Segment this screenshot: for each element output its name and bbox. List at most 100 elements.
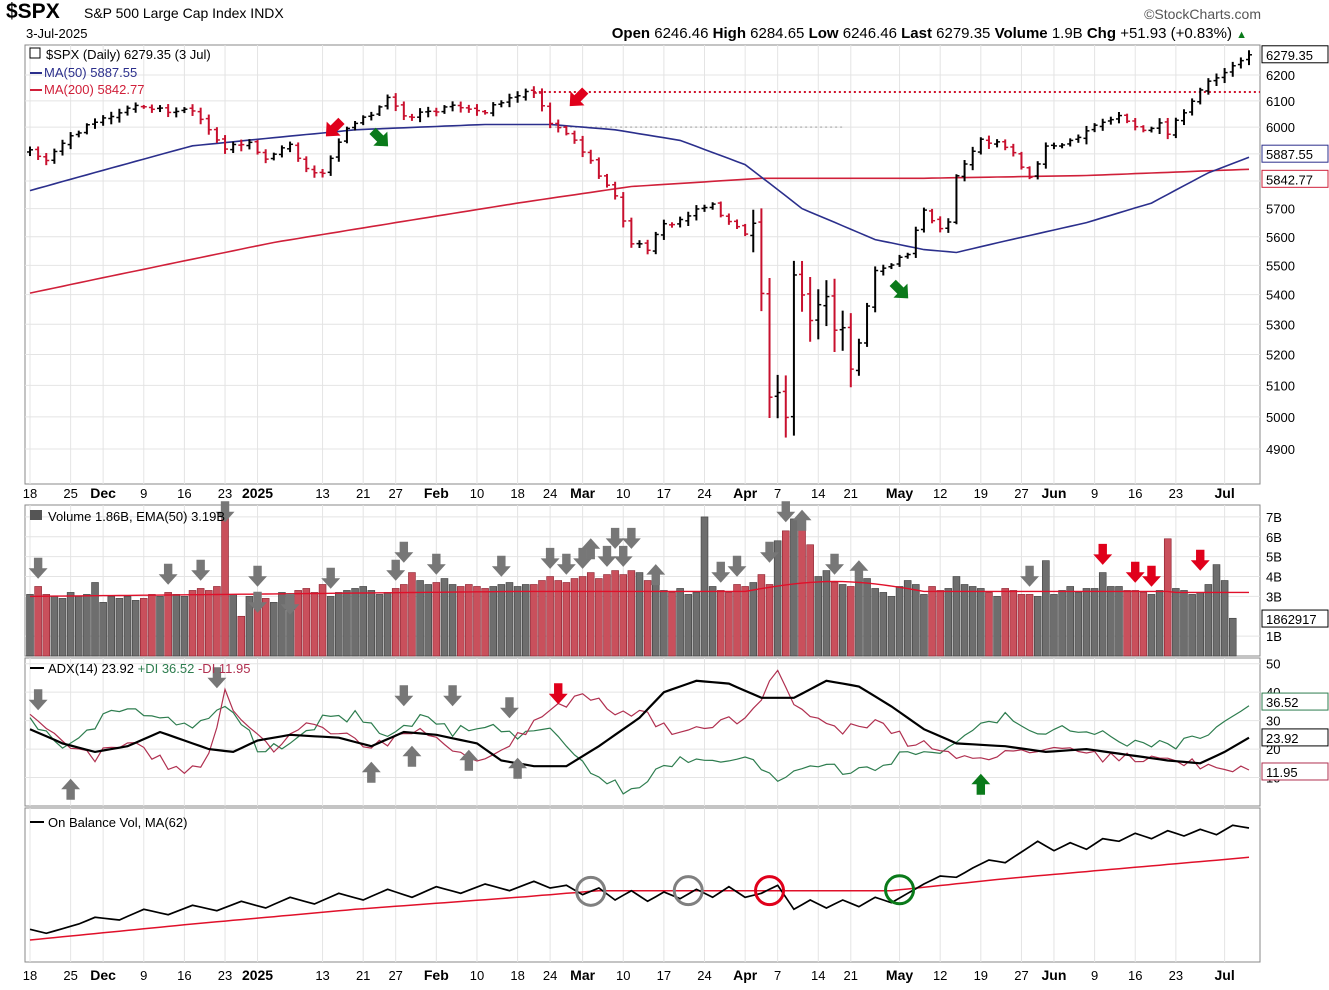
gray-down-arrow-icon	[426, 553, 446, 575]
volume-bar	[335, 592, 343, 657]
x-tick-label: 18	[510, 968, 524, 983]
gray-down-arrow-icon	[443, 685, 463, 707]
price-tick-label: 6100	[1266, 94, 1295, 109]
x-tick-label: 23	[218, 486, 232, 501]
last-volume-tag-box	[1261, 609, 1329, 628]
volume-bar	[1180, 590, 1188, 657]
volume-legend-icon	[30, 510, 42, 520]
x-tick-label: 19	[974, 968, 988, 983]
x-tick-label: Jul	[1215, 967, 1235, 983]
chg-label: Chg	[1086, 25, 1117, 42]
volume-bar	[391, 588, 400, 657]
gray-down-arrow-icon	[500, 697, 519, 719]
volume-bar	[481, 588, 489, 657]
volume-bar	[595, 578, 603, 657]
volume-bar	[196, 588, 205, 657]
volume-bar	[993, 596, 1001, 657]
volume-bar	[213, 586, 221, 657]
last-value: 6279.35	[936, 25, 991, 42]
x-tick-label: Dec	[90, 485, 116, 501]
adx-line	[29, 679, 1250, 768]
x-tick-label: 10	[616, 968, 630, 983]
x-tick-label: 27	[388, 968, 402, 983]
x-tick-label: 10	[470, 486, 484, 501]
gray-down-arrow-icon	[207, 667, 227, 689]
volume-bar	[359, 586, 367, 657]
price-legend: $SPX (Daily) 6279.35 (3 Jul)	[46, 47, 211, 62]
volume-bar	[83, 594, 91, 657]
volume-bar	[700, 516, 709, 657]
price-tick-label: 5100	[1266, 378, 1295, 393]
volume-bar	[408, 572, 416, 657]
volume-bar	[1123, 590, 1131, 657]
volume-bar	[903, 580, 912, 657]
obv-line	[29, 824, 1250, 935]
open-value: 6246.46	[654, 25, 709, 42]
x-tick-label: Mar	[570, 485, 595, 501]
volume-bar	[619, 574, 628, 657]
volume-bar	[310, 592, 319, 657]
volume-bar	[1131, 590, 1139, 657]
volume-bar	[367, 590, 376, 657]
volume-bar	[205, 590, 213, 657]
gray-down-arrow-icon	[776, 501, 796, 523]
x-tick-label: 27	[1014, 486, 1028, 501]
x-tick-label: 7	[774, 968, 781, 983]
price-tick-label: 5300	[1266, 317, 1295, 332]
signal-circle-icon	[575, 875, 607, 907]
volume-bar	[1220, 580, 1229, 657]
volume-bar	[627, 570, 636, 657]
volume-bar	[1042, 560, 1050, 657]
adx-tick-label: 30	[1266, 714, 1280, 729]
high-label: High	[712, 25, 746, 42]
x-tick-label: Feb	[424, 485, 449, 501]
volume-bar	[570, 578, 579, 657]
symbol-title: $SPX	[6, 0, 60, 23]
volume-bar	[692, 592, 701, 657]
volume-bar	[1050, 594, 1058, 657]
volume-bar	[635, 572, 644, 657]
red-down-arrow-icon	[325, 117, 345, 137]
volume-bar	[245, 596, 254, 657]
gray-down-arrow-icon	[540, 547, 560, 569]
volume-bar	[1098, 572, 1107, 657]
volume-bar	[416, 580, 424, 657]
adx-tag: 23.92	[1266, 731, 1299, 746]
minus-di-tag-box	[1261, 762, 1329, 781]
volume-bar	[1082, 588, 1091, 657]
x-tick-label: Feb	[424, 967, 449, 983]
x-tick-label: 23	[1169, 968, 1183, 983]
volume-bar	[960, 584, 969, 657]
volume-bar	[838, 584, 847, 657]
volume-value: 1.9B	[1051, 25, 1083, 42]
volume-bar	[148, 594, 156, 657]
volume-bar	[50, 596, 59, 657]
volume-bar	[521, 584, 530, 657]
volume-bar	[798, 526, 806, 657]
volume-bar	[757, 574, 766, 657]
volume-bar	[229, 594, 237, 657]
volume-bar	[944, 588, 953, 657]
volume-bar	[172, 594, 181, 657]
volume-bar	[42, 594, 51, 657]
ma50-legend: MA(50) 5887.55	[44, 65, 137, 80]
volume-bar	[782, 530, 790, 657]
volume-bar	[91, 582, 99, 657]
volume-bar	[822, 570, 831, 657]
volume-bar	[66, 592, 75, 657]
gray-down-arrow-icon	[28, 689, 48, 711]
last-price-tag-box	[1261, 45, 1329, 64]
x-tick-label: 24	[697, 968, 711, 983]
volume-bar	[725, 592, 733, 657]
volume-bar	[383, 592, 392, 657]
gray-down-arrow-icon	[248, 565, 267, 587]
x-tick-label: Mar	[570, 967, 595, 983]
gray-down-arrow-icon	[191, 559, 211, 581]
obv-legend: On Balance Vol, MA(62)	[48, 815, 187, 830]
volume-bar	[156, 596, 164, 657]
volume-bar	[611, 570, 619, 657]
volume-bar	[684, 594, 693, 657]
volume-bar	[749, 582, 758, 657]
volume-bar	[578, 576, 587, 657]
chg-up-icon: ▲	[1236, 29, 1247, 41]
